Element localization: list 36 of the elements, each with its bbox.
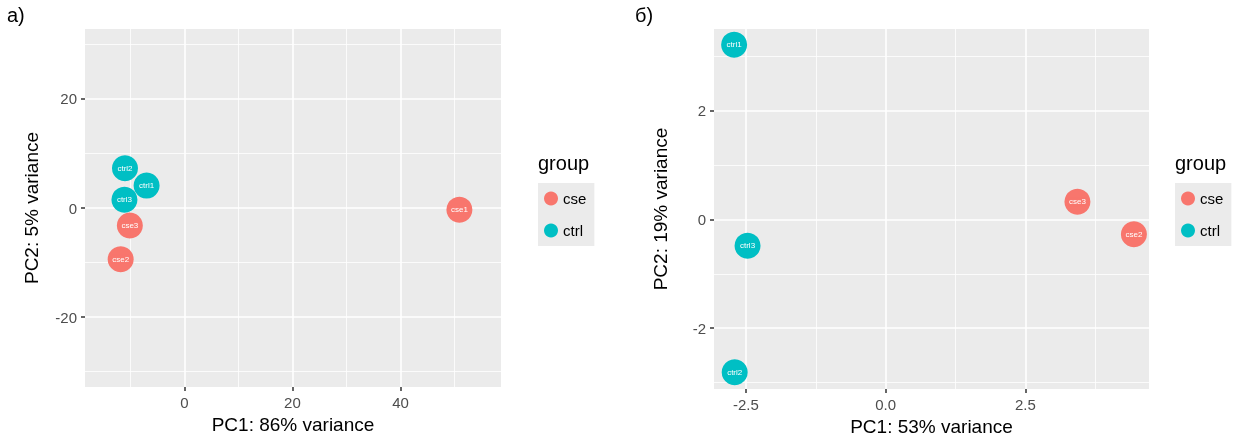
y-tick-label: -20	[55, 308, 77, 326]
annotation: ctrl3	[116, 195, 133, 205]
x-tick-label: 0.0	[875, 396, 897, 413]
annotation: ctrl1	[139, 181, 155, 191]
legend-label: cse	[1200, 190, 1224, 207]
y-tick-label: -2	[692, 319, 706, 337]
annotation: cse3	[121, 220, 139, 230]
y-tick-label: 0	[68, 199, 77, 217]
annotation: ctrl1	[726, 40, 743, 50]
y-axis-title: PC2: 19% variance	[650, 127, 671, 291]
legend-title: group	[538, 152, 590, 174]
x-tick-label: 20	[284, 394, 301, 411]
annotation: cse2	[1125, 229, 1143, 239]
annotation: cse3	[1068, 197, 1087, 207]
y-tick-label: 0	[697, 211, 706, 229]
x-tick-label: -2.5	[732, 396, 759, 413]
annotation: cse1	[450, 205, 469, 215]
x-tick-label: 2.5	[1015, 396, 1036, 413]
legend-label: ctrl	[563, 222, 583, 239]
annotation: ctrl3	[739, 241, 756, 251]
annotation: cse2	[112, 254, 130, 264]
legend-label: cse	[563, 190, 587, 207]
annotation: ctrl2	[117, 163, 134, 173]
x-axis-title: PC1: 86% variance	[211, 414, 375, 435]
x-axis-title: PC1: 53% variance	[850, 416, 1013, 437]
legend-title: group	[1175, 152, 1227, 174]
x-tick-label: 0	[180, 394, 189, 411]
annotation: ctrl2	[727, 367, 743, 377]
legend-label: ctrl	[1200, 222, 1220, 239]
y-tick-label: 20	[60, 90, 77, 108]
x-tick-label: 40	[392, 394, 409, 411]
y-tick-label: 2	[697, 102, 706, 120]
chart-title: б)	[635, 4, 654, 26]
chart-title: a)	[7, 4, 25, 26]
y-axis-title: PC2: 5% variance	[21, 131, 42, 285]
point	[112, 155, 138, 182]
